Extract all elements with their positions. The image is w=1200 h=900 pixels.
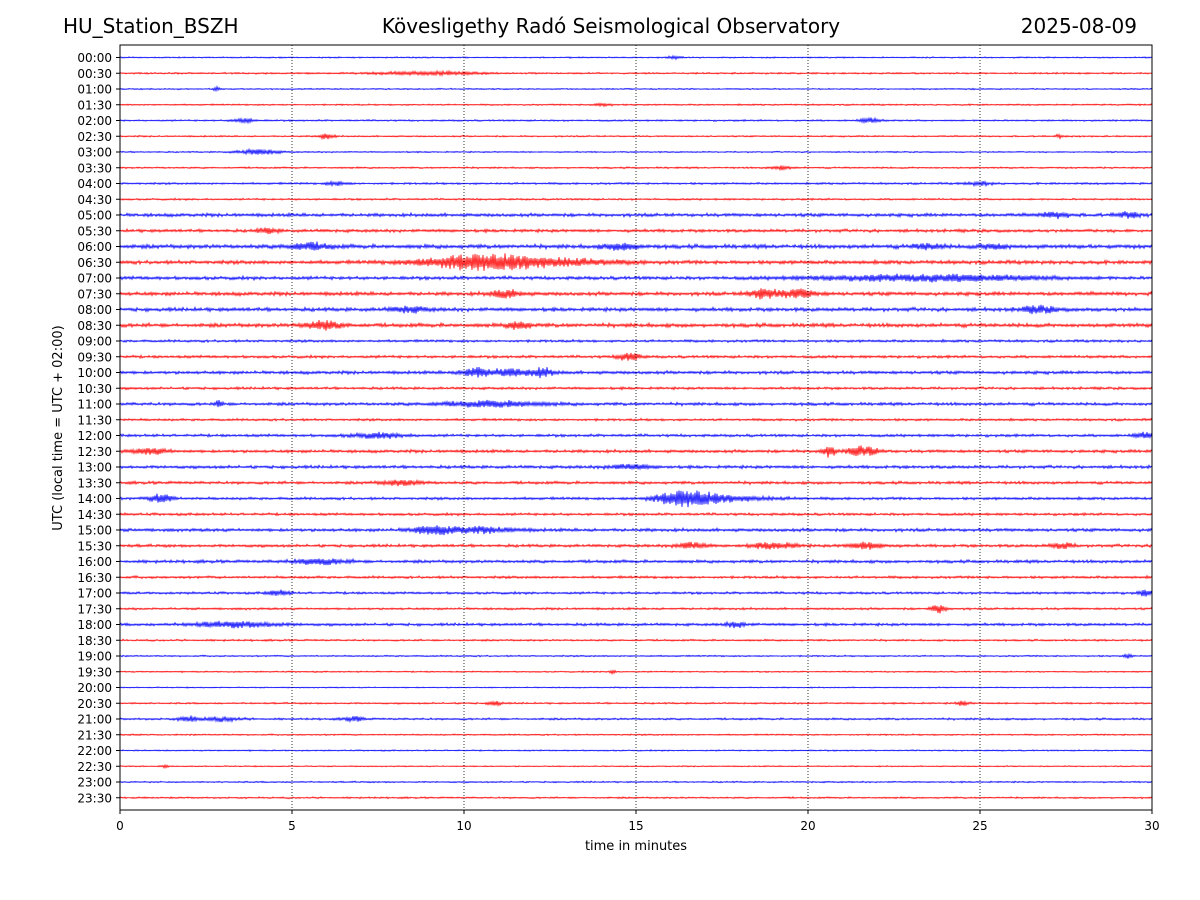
y-tick-label: 06:00 [77, 240, 112, 254]
observatory-title: Kövesligethy Radó Seismological Observat… [381, 14, 841, 38]
y-tick-label: 00:30 [77, 67, 112, 81]
y-tick-label: 09:00 [77, 335, 112, 349]
y-tick-label: 03:30 [77, 161, 112, 175]
y-tick-label: 19:30 [77, 665, 112, 679]
y-tick-label: 04:00 [77, 177, 112, 191]
y-tick-label: 23:30 [77, 791, 112, 805]
x-tick-label: 0 [116, 819, 124, 833]
trace-2100 [119, 715, 1153, 723]
y-tick-label: 13:30 [77, 476, 112, 490]
y-tick-label: 21:30 [77, 728, 112, 742]
trace-1430 [119, 511, 1153, 517]
grid-lines [291, 45, 981, 810]
y-tick-label: 06:30 [77, 256, 112, 270]
trace-1900 [119, 652, 1153, 659]
x-tick-label: 20 [800, 819, 815, 833]
y-axis-label: UTC (local time = UTC + 02:00) [51, 325, 66, 530]
x-axis-label: time in minutes [585, 839, 687, 854]
y-tick-label: 08:30 [77, 319, 112, 333]
y-tick-label: 23:00 [77, 776, 112, 790]
trace-0300 [119, 147, 1153, 156]
y-tick-label: 20:00 [77, 681, 112, 695]
y-tick-label: 17:30 [77, 602, 112, 616]
y-tick-label: 15:00 [77, 524, 112, 538]
y-tick-label: 07:30 [77, 287, 112, 301]
y-tick-label: 19:00 [77, 650, 112, 664]
y-tick-label: 17:00 [77, 587, 112, 601]
y-tick-label: 21:00 [77, 713, 112, 727]
trace-2030 [119, 700, 1153, 707]
trace-2300 [119, 780, 1153, 784]
y-tick-label: 07:00 [77, 272, 112, 286]
y-tick-label: 10:00 [77, 366, 112, 380]
x-tick-label: 15 [628, 819, 643, 833]
x-tick-label: 30 [1144, 819, 1159, 833]
trace-1230 [119, 445, 1153, 458]
trace-0630 [119, 253, 1153, 271]
trace-0830 [119, 320, 1153, 331]
y-tick-label: 08:00 [77, 303, 112, 317]
trace-1200 [119, 431, 1153, 440]
trace-0430 [119, 197, 1153, 202]
y-tick-label: 09:30 [77, 350, 112, 364]
y-tick-label: 18:00 [77, 618, 112, 632]
y-tick-label: 13:00 [77, 461, 112, 475]
y-tick-label: 02:30 [77, 130, 112, 144]
y-tick-label: 01:00 [77, 83, 112, 97]
y-tick-label: 14:00 [77, 492, 112, 506]
trace-1100 [119, 399, 1153, 408]
y-tick-label: 20:30 [77, 697, 112, 711]
trace-1830 [119, 638, 1153, 643]
y-tick-label: 04:30 [77, 193, 112, 207]
station-name: HU_Station_BSZH [63, 14, 239, 38]
trace-0900 [119, 338, 1153, 344]
y-tick-label: 15:30 [77, 539, 112, 553]
y-tick-label: 18:30 [77, 634, 112, 648]
y-tick-label: 10:30 [77, 382, 112, 396]
y-tick-label: 11:00 [77, 398, 112, 412]
y-tick-label: 01:30 [77, 98, 112, 112]
trace-0030 [119, 69, 1153, 77]
y-tick-label: 05:00 [77, 209, 112, 223]
y-tick-label: 14:30 [77, 508, 112, 522]
y-tick-label: 12:30 [77, 445, 112, 459]
y-tick-label: 05:30 [77, 224, 112, 238]
trace-1600 [119, 557, 1153, 566]
trace-2230 [119, 763, 1153, 769]
trace-0700 [119, 273, 1153, 283]
x-tick-label: 5 [288, 819, 296, 833]
y-tick-label: 16:30 [77, 571, 112, 585]
y-tick-label: 11:30 [77, 413, 112, 427]
y-tick-label: 22:30 [77, 760, 112, 774]
y-tick-label: 12:00 [77, 429, 112, 443]
trace-1800 [119, 620, 1153, 629]
trace-1030 [119, 385, 1153, 391]
y-tick-label: 22:00 [77, 744, 112, 758]
trace-0100 [119, 85, 1153, 93]
trace-1500 [119, 525, 1153, 536]
trace-0230 [119, 133, 1153, 141]
y-tick-label: 00:00 [77, 51, 112, 65]
trace-1000 [119, 366, 1153, 379]
x-tick-label: 10 [456, 819, 471, 833]
trace-0800 [119, 304, 1153, 315]
y-tick-label: 03:00 [77, 146, 112, 160]
trace-0500 [119, 211, 1153, 220]
trace-1630 [119, 574, 1153, 580]
x-tick-label: 25 [972, 819, 987, 833]
x-axis-ticks: 0 5 10 15 20 25 30 [116, 810, 1160, 833]
trace-1530 [119, 541, 1153, 550]
y-tick-label: 02:00 [77, 114, 112, 128]
y-tick-label: 16:00 [77, 555, 112, 569]
trace-1700 [119, 589, 1153, 597]
trace-0330 [119, 164, 1153, 172]
record-date: 2025-08-09 [1020, 14, 1137, 38]
